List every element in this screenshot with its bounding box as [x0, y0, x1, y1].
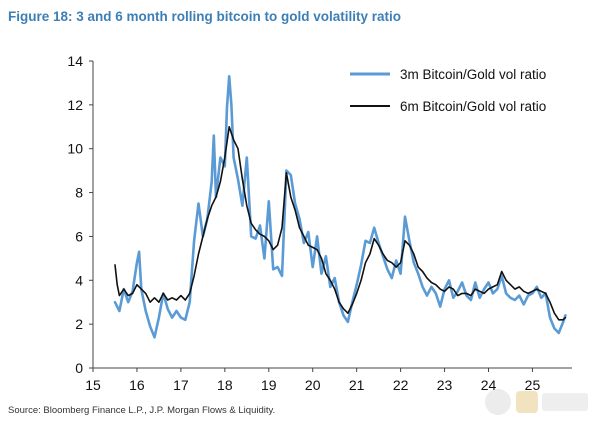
- y-tick-label: 4: [75, 272, 83, 288]
- legend-label: 3m Bitcoin/Gold vol ratio: [400, 67, 546, 82]
- y-tick-label: 10: [67, 141, 83, 157]
- source-note: Source: Bloomberg Finance L.P., J.P. Mor…: [8, 405, 276, 416]
- x-tick-label: 18: [217, 377, 233, 393]
- x-tick-label: 16: [129, 377, 145, 393]
- x-tick-label: 17: [173, 377, 189, 393]
- y-tick-label: 14: [67, 53, 83, 69]
- x-tick-label: 20: [305, 377, 321, 393]
- x-tick-label: 21: [349, 377, 365, 393]
- series-line-6m: [114, 126, 567, 321]
- x-tick-label: 15: [85, 377, 101, 393]
- y-tick-label: 8: [75, 185, 83, 201]
- y-tick-label: 12: [67, 97, 83, 113]
- figure-title: Figure 18: 3 and 6 month rolling bitcoin…: [8, 9, 402, 24]
- series-line-3m: [113, 75, 567, 339]
- y-tick-label: 6: [75, 228, 83, 244]
- legend-label: 6m Bitcoin/Gold vol ratio: [400, 99, 546, 114]
- x-tick-label: 22: [393, 377, 409, 393]
- y-tick-label: 0: [75, 360, 83, 376]
- chart-legend: 3m Bitcoin/Gold vol ratio 6m Bitcoin/Gold…: [350, 67, 546, 114]
- series-layer: [113, 75, 567, 339]
- x-tick-label: 25: [525, 377, 541, 393]
- y-tick-label: 2: [75, 316, 83, 332]
- x-tick-label: 23: [437, 377, 453, 393]
- watermark-logo: [485, 389, 588, 415]
- x-tick-label: 24: [481, 377, 497, 393]
- x-tick-label: 19: [261, 377, 277, 393]
